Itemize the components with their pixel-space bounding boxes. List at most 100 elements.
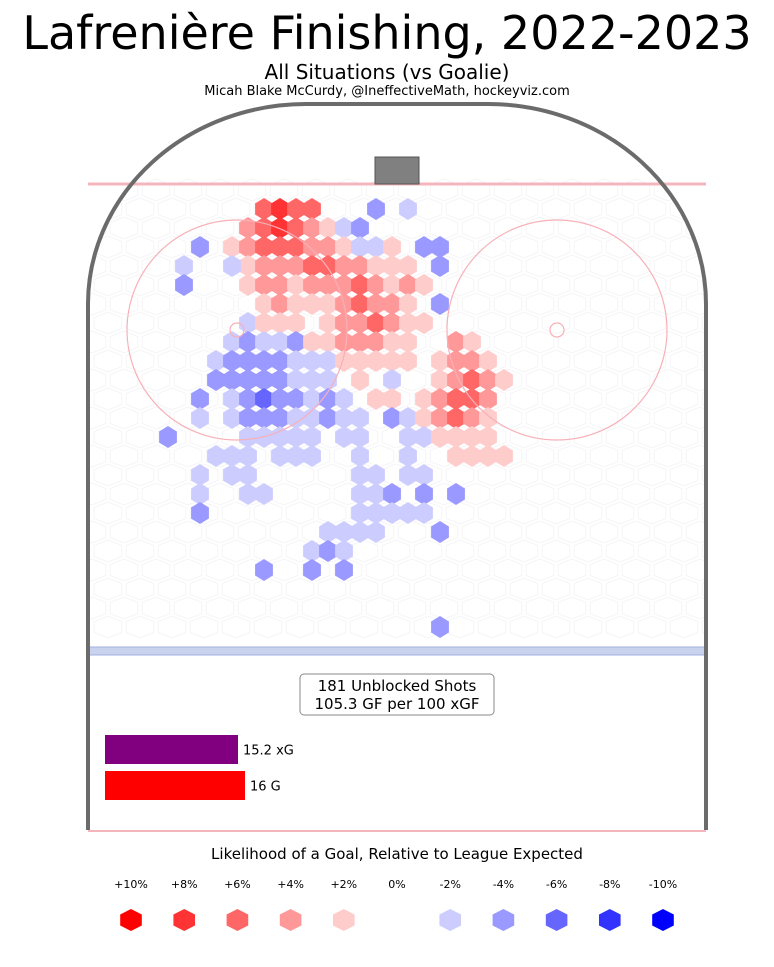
hex-grid-cell <box>237 178 267 202</box>
hex-grid-cell <box>301 558 331 582</box>
hex-cell <box>399 255 417 277</box>
hex-grid-cell <box>413 577 443 601</box>
hex-cell <box>271 426 289 448</box>
hex-cell <box>351 255 369 277</box>
hex-cell <box>207 369 225 391</box>
hex-grid-cell <box>87 368 107 392</box>
hex-grid-cell <box>621 520 651 544</box>
hex-cell <box>303 445 321 467</box>
hex-grid-cell <box>237 596 267 620</box>
hex-grid-cell <box>509 539 539 563</box>
hex-grid-cell <box>557 254 587 278</box>
hex-cell <box>383 274 401 296</box>
hex-grid-cell <box>701 577 707 601</box>
hex-cell <box>287 350 305 372</box>
hex-grid-cell <box>445 273 475 297</box>
legend-tick-label: -4% <box>493 878 514 891</box>
hex-grid-cell <box>317 463 347 487</box>
hex-grid-cell <box>493 178 523 202</box>
hex-cell <box>351 407 369 429</box>
hex-cell <box>415 464 433 486</box>
hex-grid-cell <box>397 558 427 582</box>
hex-cell <box>431 255 449 277</box>
hex-grid-cell <box>125 425 155 449</box>
legend-tick-label: 0% <box>388 878 405 891</box>
legend-swatch <box>439 909 461 931</box>
hex-grid-cell <box>333 178 363 202</box>
hex-cell <box>447 369 465 391</box>
hex-cell <box>367 483 385 505</box>
hex-cell <box>399 198 417 220</box>
hex-grid-cell <box>157 349 187 373</box>
hex-grid-cell <box>109 254 139 278</box>
hex-cell <box>271 274 289 296</box>
legend-swatch <box>173 909 195 931</box>
hex-grid-cell <box>525 406 555 430</box>
hex-grid-cell <box>701 539 707 563</box>
hex-cell <box>271 293 289 315</box>
hex-grid-cell <box>669 615 699 639</box>
hex-grid-cell <box>349 577 379 601</box>
hex-grid-cell <box>557 216 587 240</box>
hex-grid-cell <box>173 216 203 240</box>
hex-cell <box>351 464 369 486</box>
hex-cell <box>447 350 465 372</box>
hex-cell <box>223 464 241 486</box>
hex-grid-cell <box>637 311 667 335</box>
hex-cell <box>447 483 465 505</box>
hex-grid-cell <box>157 197 187 221</box>
hex-grid-cell <box>589 254 619 278</box>
hex-cell <box>367 502 385 524</box>
hex-cell <box>303 274 321 296</box>
hex-grid-cell <box>637 197 667 221</box>
hex-grid-cell <box>285 463 315 487</box>
faceoff-circle-left <box>126 219 348 441</box>
hex-cell <box>287 331 305 353</box>
hex-grid-cell <box>189 311 219 335</box>
hex-cell <box>335 559 353 581</box>
hex-grid-cell <box>125 349 155 373</box>
hex-cell <box>303 426 321 448</box>
hex-grid-cell <box>173 520 203 544</box>
hex-cell <box>335 312 353 334</box>
hex-cell <box>239 369 257 391</box>
legend-swatch <box>492 909 515 931</box>
hex-grid-cell <box>557 482 587 506</box>
xg-vs-goals-bars: 15.2 xG 16 G <box>105 735 294 800</box>
hex-grid-cell <box>125 501 155 525</box>
hex-grid-cell <box>701 463 707 487</box>
hex-grid-cell <box>621 444 651 468</box>
hex-grid-cell <box>157 235 187 259</box>
hex-grid-cell <box>141 292 171 316</box>
hex-grid-cell <box>109 558 139 582</box>
hex-grid-cell <box>461 596 491 620</box>
hex-cell <box>383 483 401 505</box>
hex-grid-cell <box>653 254 683 278</box>
hex-cell <box>367 388 385 410</box>
hex-grid-cell <box>189 539 219 563</box>
hex-grid-cell <box>173 558 203 582</box>
hex-cell <box>431 426 449 448</box>
hex-cell <box>367 350 385 372</box>
hex-cell <box>383 407 401 429</box>
hex-grid-cell <box>349 539 379 563</box>
legend-swatch <box>120 909 142 931</box>
hex-grid-cell <box>173 368 203 392</box>
hex-cell <box>415 483 433 505</box>
hex-grid-cell <box>557 178 587 202</box>
hex-grid-cell <box>493 520 523 544</box>
hex-grid-cell <box>669 425 699 449</box>
legend-tick-label: -10% <box>649 878 677 891</box>
hex-grid-cell <box>589 444 619 468</box>
hex-grid-cell <box>253 501 283 525</box>
hex-grid-cell <box>141 558 171 582</box>
hex-grid-cell <box>429 178 459 202</box>
hex-grid-cell <box>653 292 683 316</box>
hex-cell <box>415 426 433 448</box>
hex-grid-cell <box>637 577 667 601</box>
hex-grid-cell <box>141 178 171 202</box>
hex-grid-cell <box>461 254 491 278</box>
hex-grid-cell <box>541 273 571 297</box>
hex-grid-cell <box>525 368 555 392</box>
hex-grid-cell <box>173 596 203 620</box>
